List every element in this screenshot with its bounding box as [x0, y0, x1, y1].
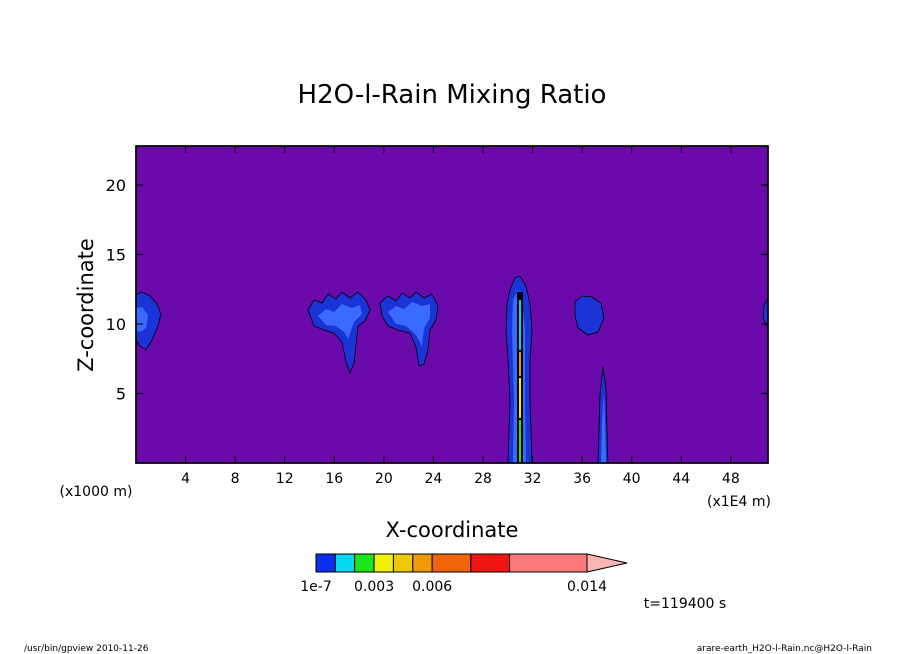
- y-axis-title: Z-coordinate: [74, 238, 98, 372]
- contour-column-31-cyan: [519, 300, 521, 350]
- colorbar-segment: [431, 553, 472, 573]
- colorbar-label: 0.014: [567, 579, 607, 595]
- contour-cluster-16-inner: [318, 304, 362, 339]
- colorbar-segment: [315, 553, 336, 573]
- y-tick-label: 5: [116, 384, 126, 403]
- colorbar-segment: [392, 553, 414, 573]
- x-tick-label: 4: [181, 471, 190, 487]
- plot-area: [135, 145, 769, 464]
- x-tick-label: 28: [474, 471, 492, 487]
- y-unit-label: (x1E4 m): [707, 494, 771, 510]
- x-axis-ticks: 4 8 12 16 20 24 28 32 36 40 44 48: [181, 146, 740, 487]
- chart-title: H2O-l-Rain Mixing Ratio: [298, 80, 607, 110]
- colorbar: 1e-7 0.003 0.006 0.014: [300, 553, 628, 595]
- colorbar-segment: [373, 553, 394, 573]
- x-tick-label: 40: [623, 471, 641, 487]
- colorbar-segment: [509, 553, 588, 573]
- x-tick-label: 8: [231, 471, 240, 487]
- colorbar-segment: [412, 553, 433, 573]
- x-tick-label: 16: [325, 471, 343, 487]
- y-tick-label: 10: [106, 315, 126, 334]
- x-tick-label: 20: [375, 471, 393, 487]
- y-tick-label: 20: [106, 176, 126, 195]
- colorbar-extend-arrow: [586, 553, 628, 573]
- y-axis-ticks: 5 10 15 20: [106, 176, 768, 403]
- time-label: t=119400 s: [644, 596, 726, 612]
- x-axis-title: X-coordinate: [386, 518, 519, 542]
- x-tick-label: 44: [672, 471, 690, 487]
- colorbar-label: 0.003: [354, 579, 394, 595]
- x-tick-label: 48: [722, 471, 740, 487]
- colorbar-segment: [354, 553, 375, 573]
- colorbar-label: 1e-7: [300, 579, 331, 595]
- contour-cluster-21-inner: [388, 302, 430, 346]
- y-tick-label: 15: [106, 245, 126, 264]
- footer-left: /usr/bin/gpview 2010-11-26: [24, 644, 149, 654]
- colorbar-label: 0.006: [412, 579, 452, 595]
- footer-right: arare-earth_H2O-l-Rain.nc@H2O-l-Rain: [697, 644, 872, 654]
- contour-shaft-38-inner: [601, 392, 606, 463]
- x-unit-label: (x1000 m): [60, 484, 133, 500]
- plot-background: [135, 145, 769, 464]
- contour-column-31-green: [519, 420, 521, 463]
- contour-blob-37: [574, 295, 605, 336]
- contour-column-31-yellow: [519, 378, 521, 418]
- contour-column-31-orange: [519, 352, 521, 376]
- contour-blob-left-inner: [136, 307, 148, 332]
- colorbar-segment: [334, 553, 356, 573]
- x-tick-label: 12: [276, 471, 294, 487]
- x-tick-label: 36: [573, 471, 591, 487]
- contour-blob-left: [135, 291, 162, 351]
- plot-frame: [135, 145, 769, 464]
- contour-column-31-core: [517, 292, 523, 463]
- x-tick-label: 24: [424, 471, 442, 487]
- colorbar-segment: [470, 553, 511, 573]
- x-tick-label: 32: [524, 471, 542, 487]
